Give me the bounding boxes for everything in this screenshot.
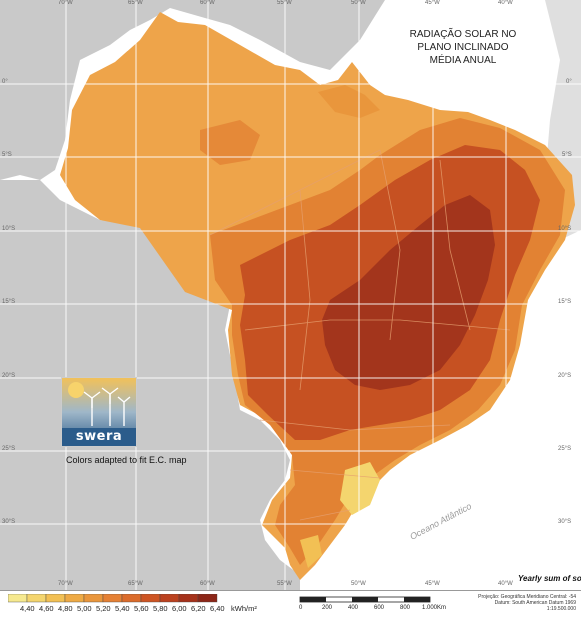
legend-swatch	[8, 594, 28, 603]
neighbor-countries	[0, 0, 385, 180]
lon-label-bottom: 45°W	[425, 581, 440, 587]
lat-label-left: 0°	[2, 79, 8, 85]
lat-label-left: 20°S	[2, 373, 16, 379]
legend-swatch	[140, 594, 161, 603]
legend-swatch	[26, 594, 47, 603]
neighbor-countries-south	[0, 180, 300, 590]
legend-value: 5,00	[77, 604, 92, 613]
lat-label-left: 10°S	[2, 226, 16, 232]
legend-value: 6,20	[191, 604, 206, 613]
lon-label-top: 40°W	[498, 0, 513, 6]
lat-label-left: 5°S	[2, 152, 12, 158]
projection-line: Projeção: Geográfica Meridiano Central: …	[478, 594, 576, 600]
legend-swatch	[83, 594, 104, 603]
lat-label-right: 0°	[566, 79, 572, 85]
lon-label-bottom: 65°W	[128, 581, 143, 587]
logo-text: swera	[75, 429, 123, 444]
zone-south-light-2	[300, 535, 322, 568]
zone-north-patch	[200, 120, 260, 165]
lat-label-right: 10°S	[558, 226, 572, 232]
lon-label-bottom: 60°W	[200, 581, 215, 587]
scale-tick: 600	[374, 605, 385, 611]
legend-value: 5,60	[134, 604, 149, 613]
colors-note: Colors adapted to fit E.C. map	[66, 455, 187, 465]
zone-amazon-delta	[318, 85, 380, 118]
lon-label-top: 55°W	[277, 0, 292, 6]
lat-label-left: 25°S	[2, 446, 16, 452]
legend-value: 5,40	[115, 604, 130, 613]
lon-label-top: 45°W	[425, 0, 440, 6]
legend-value: 4,80	[58, 604, 73, 613]
map-title: RADIAÇÃO SOLAR NO PLANO INCLINADO MÉDIA …	[378, 28, 548, 67]
lon-label-top: 70°W	[58, 0, 73, 6]
projection-line: Datum: South American Datum 1969	[494, 600, 576, 606]
legend-value: 5,80	[153, 604, 168, 613]
legend-value: 5,20	[96, 604, 111, 613]
legend-value: 6,00	[172, 604, 187, 613]
legend-value: 4,40	[20, 604, 35, 613]
legend-swatch	[102, 594, 123, 603]
legend-swatch	[121, 594, 142, 603]
lat-label-right: 25°S	[558, 446, 572, 452]
projection-line: 1:19.500.000	[546, 606, 576, 612]
legend-value: 4,60	[39, 604, 54, 613]
lon-label-bottom: 70°W	[58, 581, 73, 587]
legend-unit: kWh/m²	[231, 604, 257, 613]
yearly-sum-label: Yearly sum of so	[518, 574, 581, 583]
lat-label-right: 20°S	[558, 373, 572, 379]
lon-label-bottom: 40°W	[498, 581, 513, 587]
map-title-line: RADIAÇÃO SOLAR NO	[409, 29, 517, 40]
lat-label-right: 15°S	[558, 299, 572, 305]
color-legend	[8, 594, 218, 603]
projection-info: Projeção: Geográfica Meridiano Central: …	[446, 594, 576, 612]
solar-radiation-map: Oceano Atlântico	[0, 0, 581, 590]
lon-label-top: 60°W	[200, 0, 215, 6]
legend-swatch	[45, 594, 66, 603]
lat-label-left: 30°S	[2, 519, 16, 525]
scale-tick: 200	[322, 605, 333, 611]
lon-label-bottom: 55°W	[277, 581, 292, 587]
scale-unit: Km	[437, 605, 446, 611]
lon-label-top: 50°W	[351, 0, 366, 6]
scale-tick: 400	[348, 605, 359, 611]
scale-tick: 800	[400, 605, 411, 611]
scale-tick: 0	[299, 605, 303, 611]
scale-tick: 1.000	[422, 605, 438, 611]
zone-darkest	[322, 195, 495, 390]
legend-swatch	[159, 594, 180, 603]
lat-label-right: 5°S	[562, 152, 572, 158]
legend-swatch	[178, 594, 199, 603]
wind-turbine-icon	[62, 378, 136, 446]
lon-label-bottom: 50°W	[351, 581, 366, 587]
scale-bar	[299, 596, 431, 603]
lat-label-right: 30°S	[558, 519, 572, 525]
map-title-line: MÉDIA ANUAL	[429, 55, 497, 66]
legend-swatch	[64, 594, 85, 603]
map-title-line: PLANO INCLINADO	[417, 42, 509, 53]
legend-value: 6,40	[210, 604, 225, 613]
lon-label-top: 65°W	[128, 0, 143, 6]
swera-logo: swera	[62, 378, 136, 446]
legend-swatch	[197, 594, 218, 603]
lat-label-left: 15°S	[2, 299, 16, 305]
